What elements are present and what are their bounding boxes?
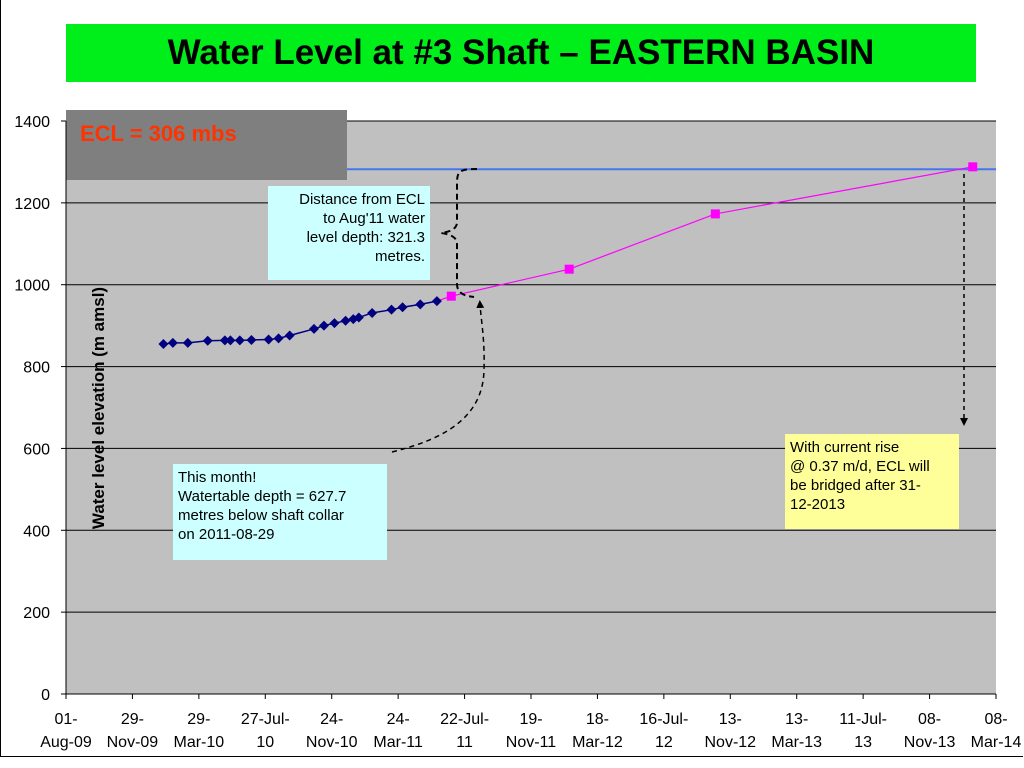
y-tick-label: 400 bbox=[23, 523, 50, 540]
observed-point bbox=[219, 335, 230, 346]
y-tick-label: 1400 bbox=[14, 114, 50, 131]
x-tick-label: Nov-10 bbox=[306, 734, 358, 751]
x-tick-label: 29- bbox=[187, 711, 210, 728]
observed-point bbox=[284, 330, 295, 341]
callout-line: With current rise bbox=[790, 439, 900, 456]
y-axis-title: Water level elevation (m amsl) bbox=[89, 287, 108, 529]
x-tick-label: Mar-10 bbox=[174, 734, 225, 751]
plot-background bbox=[66, 121, 996, 694]
callout-line: This month! bbox=[178, 469, 257, 486]
projection-point bbox=[564, 264, 574, 274]
this-month-callout: This month! Watertable depth = 627.7 met… bbox=[173, 464, 387, 560]
x-tick-label: 12 bbox=[655, 734, 673, 751]
callout-line: level depth: 321.3 bbox=[306, 229, 425, 246]
x-tick-label: 24- bbox=[320, 711, 343, 728]
callout-line: to Aug'11 water bbox=[323, 210, 425, 227]
x-tick-label: 22-Jul- bbox=[440, 711, 489, 728]
x-tick-label: 16-Jul- bbox=[639, 711, 688, 728]
chart-title: Water Level at #3 Shaft – EASTERN BASIN bbox=[167, 33, 875, 72]
projection-point bbox=[446, 291, 456, 301]
x-tick-label: 10 bbox=[256, 734, 274, 751]
y-tick-label: 200 bbox=[23, 605, 50, 622]
callout-line: @ 0.37 m/d, ECL will bbox=[790, 458, 930, 475]
observed-point bbox=[329, 318, 340, 329]
y-tick-label: 0 bbox=[41, 687, 50, 704]
y-tick-label: 600 bbox=[23, 441, 50, 458]
distance-from-ecl-callout: Distance from ECL to Aug'11 water level … bbox=[268, 186, 430, 280]
observed-point bbox=[397, 302, 408, 313]
y-tick-label: 1200 bbox=[14, 196, 50, 213]
observed-point bbox=[225, 335, 236, 346]
x-axis-ticks: 01- Aug-09 29- Nov-09 29- Mar-10 27-Jul- 10 24- N… bbox=[40, 694, 1021, 751]
callout-line: be bridged after 31- bbox=[790, 477, 921, 494]
x-tick-label: Mar-13 bbox=[771, 734, 822, 751]
x-tick-label: 13- bbox=[785, 711, 808, 728]
x-tick-label: Mar-11 bbox=[373, 734, 423, 751]
y-tick-label: 1000 bbox=[14, 278, 50, 295]
callout-line: Distance from ECL bbox=[299, 191, 425, 208]
ecl-label: ECL = 306 mbs bbox=[80, 121, 237, 146]
title-banner: Water Level at #3 Shaft – EASTERN BASIN bbox=[66, 24, 976, 82]
x-tick-label: 08- bbox=[918, 711, 941, 728]
callout-line: Watertable depth = 627.7 bbox=[178, 488, 347, 505]
y-axis-ticks: 0 200 400 600 800 1000 1200 1400 bbox=[14, 114, 66, 704]
callout-line: 12-2013 bbox=[790, 496, 846, 513]
observed-point bbox=[273, 333, 284, 344]
x-tick-label: Nov-12 bbox=[704, 734, 756, 751]
observed-point bbox=[246, 334, 257, 345]
observed-point bbox=[431, 296, 442, 307]
x-tick-label: 18- bbox=[586, 711, 609, 728]
x-tick-label: 11-Jul- bbox=[839, 711, 887, 728]
this-month-pointer bbox=[391, 300, 485, 453]
x-tick-label: Mar-12 bbox=[572, 734, 623, 751]
callout-line: metres. bbox=[374, 248, 425, 265]
observed-point bbox=[309, 323, 319, 334]
ecl-distance-bracket bbox=[440, 168, 478, 298]
x-tick-label: 13- bbox=[719, 711, 742, 728]
x-tick-label: Nov-11 bbox=[506, 734, 556, 751]
x-tick-label: Nov-13 bbox=[904, 734, 956, 751]
x-tick-label: 19- bbox=[519, 711, 542, 728]
observed-point bbox=[263, 334, 274, 345]
x-tick-label: 08- bbox=[984, 711, 1007, 728]
observed-point bbox=[353, 312, 364, 323]
callout-line: metres below shaft collar bbox=[178, 507, 344, 524]
observed-point bbox=[234, 335, 245, 346]
observed-series-line bbox=[163, 300, 438, 345]
projection-point bbox=[968, 162, 978, 172]
x-tick-label: 13 bbox=[854, 734, 872, 751]
observed-point bbox=[318, 320, 329, 331]
current-rise-callout: With current rise @ 0.37 m/d, ECL will b… bbox=[785, 434, 959, 529]
observed-point bbox=[340, 315, 351, 326]
observed-point bbox=[386, 304, 397, 315]
x-tick-label: 01- bbox=[54, 711, 77, 728]
x-tick-label: 27-Jul- bbox=[241, 711, 290, 728]
observed-point bbox=[202, 335, 213, 346]
ecl-label-box bbox=[66, 110, 347, 180]
observed-point bbox=[367, 307, 378, 318]
observed-point bbox=[167, 337, 178, 348]
projection-point bbox=[710, 209, 720, 219]
x-tick-label: Mar-14 bbox=[971, 734, 1022, 751]
x-tick-label: 24- bbox=[387, 711, 410, 728]
x-tick-label: 11 bbox=[456, 734, 473, 751]
callout-line: on 2011-08-29 bbox=[178, 526, 275, 543]
observed-point bbox=[182, 337, 193, 348]
x-tick-label: Aug-09 bbox=[40, 734, 92, 751]
x-tick-label: 29- bbox=[121, 711, 144, 728]
data-series bbox=[158, 162, 978, 350]
observed-point bbox=[158, 339, 169, 350]
observed-point bbox=[415, 299, 426, 310]
x-tick-label: Nov-09 bbox=[107, 734, 159, 751]
y-tick-label: 800 bbox=[23, 360, 50, 377]
